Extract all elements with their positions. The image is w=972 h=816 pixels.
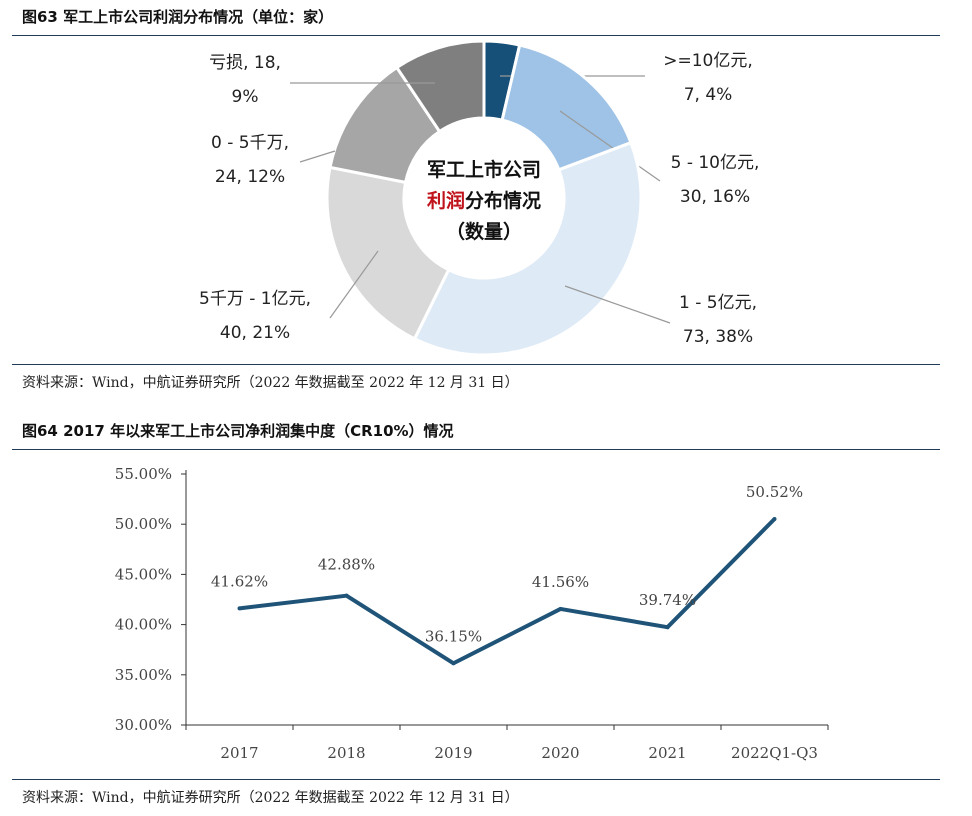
- series-line: [239, 517, 776, 666]
- fig64-title: 图64 2017 年以来军工上市公司净利润集中度（CR10%）情况: [22, 422, 454, 440]
- fig64-source: 资料来源：Wind，中航证券研究所（2022 年数据截至 2022 年 12 月…: [22, 790, 519, 806]
- y-tick-label-3: 45.00%: [115, 565, 172, 583]
- pie-slice-5: [394, 39, 486, 134]
- pie-leader-line-2: [564, 285, 671, 324]
- pie-label-5-line2: 9%: [232, 87, 259, 107]
- x-tick-label-5: 2022Q1-Q3: [731, 744, 818, 762]
- pie-label-2-line1: 1 - 5亿元,: [679, 293, 757, 313]
- pie-center-rest: 分布情况: [465, 189, 541, 212]
- data-label-4: 39.74%: [639, 591, 696, 609]
- data-label-3: 41.56%: [532, 573, 589, 591]
- pie-label-4-line2: 24, 12%: [215, 167, 285, 187]
- fig63-title: 图63 军工上市公司利润分布情况（单位：家）: [22, 8, 334, 26]
- pie-center-line2: 利润分布情况: [427, 189, 541, 212]
- x-tick-label-4: 2021: [648, 744, 686, 762]
- pie-center-red: 利润: [427, 189, 465, 212]
- pie-label-2-line2: 73, 38%: [683, 327, 753, 347]
- pie-center-line3: （数量）: [446, 220, 522, 243]
- x-tick-label-2: 2019: [434, 744, 472, 762]
- data-point-5: [772, 516, 777, 521]
- fig64-bottom-rule: [12, 779, 940, 780]
- pie-label-4-line1: 0 - 5千万,: [211, 133, 289, 153]
- x-tick-label-1: 2018: [327, 744, 365, 762]
- pie-label-0-line1: >=10亿元,: [663, 51, 753, 71]
- pie-leader-line-1: [559, 110, 661, 182]
- y-tick-label-0: 30.00%: [115, 716, 172, 734]
- pie-label-1-line1: 5 - 10亿元,: [671, 153, 760, 173]
- pie-label-5-line1: 亏损, 18,: [209, 53, 281, 73]
- pie-leader-line-4: [299, 150, 336, 163]
- pie-label-0-line2: 7, 4%: [684, 85, 733, 105]
- fig63-top-rule: [12, 35, 940, 36]
- pie-leader-line-3: [329, 250, 379, 319]
- x-tick-label-0: 2017: [220, 744, 258, 762]
- data-label-2: 36.15%: [425, 627, 482, 645]
- data-point-1: [344, 593, 349, 598]
- fig63-bottom-rule: [12, 364, 940, 365]
- data-point-0: [237, 606, 242, 611]
- pie-chart: >=10亿元, 7, 4% 5 - 10亿元, 30, 16% 1 - 5亿元, 73, …: [199, 39, 760, 357]
- y-tick-label-4: 50.00%: [115, 515, 172, 533]
- pie-center-line1: 军工上市公司: [427, 158, 541, 181]
- fig64-top-rule: [12, 449, 940, 450]
- data-label-1: 42.88%: [318, 556, 375, 574]
- x-tick-label-3: 2020: [541, 744, 579, 762]
- data-point-3: [558, 606, 563, 611]
- pie-slice-2: [412, 140, 643, 357]
- pie-label-3-line2: 40, 21%: [220, 323, 290, 343]
- pie-label-3-line1: 5千万 - 1亿元,: [199, 289, 311, 309]
- y-tick-label-1: 35.00%: [115, 666, 172, 684]
- data-label-0: 41.62%: [211, 572, 268, 590]
- pie-label-1-line2: 30, 16%: [680, 187, 750, 207]
- pie-slice-3: [325, 165, 451, 341]
- data-label-5: 50.52%: [746, 483, 803, 501]
- data-point-2: [451, 661, 456, 666]
- y-tick-label-5: 55.00%: [115, 465, 172, 483]
- fig63-source: 资料来源：Wind，中航证券研究所（2022 年数据截至 2022 年 12 月…: [22, 375, 519, 391]
- y-tick-label-2: 40.00%: [115, 616, 172, 634]
- line-chart: 30.00% 35.00% 40.00% 45.00% 50.00% 55.00% 2017…: [115, 465, 829, 762]
- data-point-4: [665, 625, 670, 630]
